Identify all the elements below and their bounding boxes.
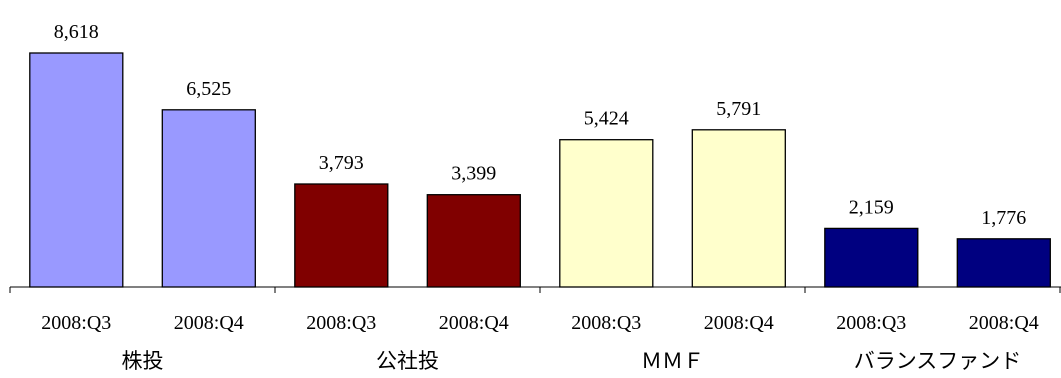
value-label: 8,618 xyxy=(54,21,99,43)
bar-3-1 xyxy=(956,238,1051,288)
bar-0-1 xyxy=(161,109,256,288)
value-label: 6,525 xyxy=(186,78,231,100)
value-label: 1,776 xyxy=(981,207,1026,229)
bar-3-0 xyxy=(824,227,919,288)
bar-1-1 xyxy=(426,194,521,288)
value-label: 3,399 xyxy=(451,163,496,185)
bar-2-1 xyxy=(691,129,786,288)
tick-label: 2008:Q3 xyxy=(306,312,376,334)
bar-1-0 xyxy=(294,183,389,288)
bars-layer xyxy=(29,52,1051,288)
value-label: 5,424 xyxy=(584,108,629,130)
tick-label: 2008:Q3 xyxy=(571,312,641,334)
tick-label: 2008:Q3 xyxy=(41,312,111,334)
tick-label: 2008:Q4 xyxy=(174,312,244,334)
bar-0-0 xyxy=(29,52,124,288)
value-label: 3,793 xyxy=(319,152,364,174)
category-label: 公社投 xyxy=(376,349,439,373)
tick-label: 2008:Q4 xyxy=(704,312,774,334)
bar-2-0 xyxy=(559,139,654,288)
category-label: ＭＭＦ xyxy=(641,349,704,373)
labels-layer: 8,618 2008:Q3 6,525 2008:Q4 株投 3,793 2008:Q3 3,… xyxy=(41,21,1038,373)
category-label: 株投 xyxy=(122,349,164,373)
tick-label: 2008:Q4 xyxy=(439,312,509,334)
value-label: 5,791 xyxy=(716,98,761,120)
x-axis xyxy=(9,286,1061,293)
tick-label: 2008:Q4 xyxy=(969,312,1039,334)
category-label: バランスファンド xyxy=(854,349,1022,373)
tick-label: 2008:Q3 xyxy=(836,312,906,334)
value-label: 2,159 xyxy=(849,196,894,218)
